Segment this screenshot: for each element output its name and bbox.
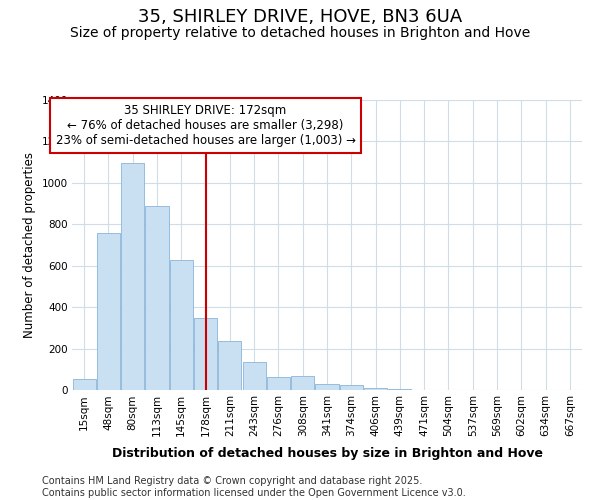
Text: 35, SHIRLEY DRIVE, HOVE, BN3 6UA: 35, SHIRLEY DRIVE, HOVE, BN3 6UA [138,8,462,26]
Text: Contains HM Land Registry data © Crown copyright and database right 2025.
Contai: Contains HM Land Registry data © Crown c… [42,476,466,498]
Y-axis label: Number of detached properties: Number of detached properties [23,152,36,338]
Bar [170,260,193,390]
Bar [121,163,144,390]
Bar [97,232,120,390]
Text: Size of property relative to detached houses in Brighton and Hove: Size of property relative to detached ho… [70,26,530,40]
Bar [267,376,290,390]
Text: 35 SHIRLEY DRIVE: 172sqm
← 76% of detached houses are smaller (3,298)
23% of sem: 35 SHIRLEY DRIVE: 172sqm ← 76% of detach… [56,104,356,147]
Bar [242,362,266,390]
Bar [194,318,217,390]
Bar [291,376,314,390]
Bar [145,206,169,390]
Bar [364,388,387,390]
Bar [388,389,412,390]
Bar [316,384,338,390]
Bar [73,378,95,390]
Bar [340,385,363,390]
X-axis label: Distribution of detached houses by size in Brighton and Hove: Distribution of detached houses by size … [112,448,542,460]
Bar [218,342,241,390]
